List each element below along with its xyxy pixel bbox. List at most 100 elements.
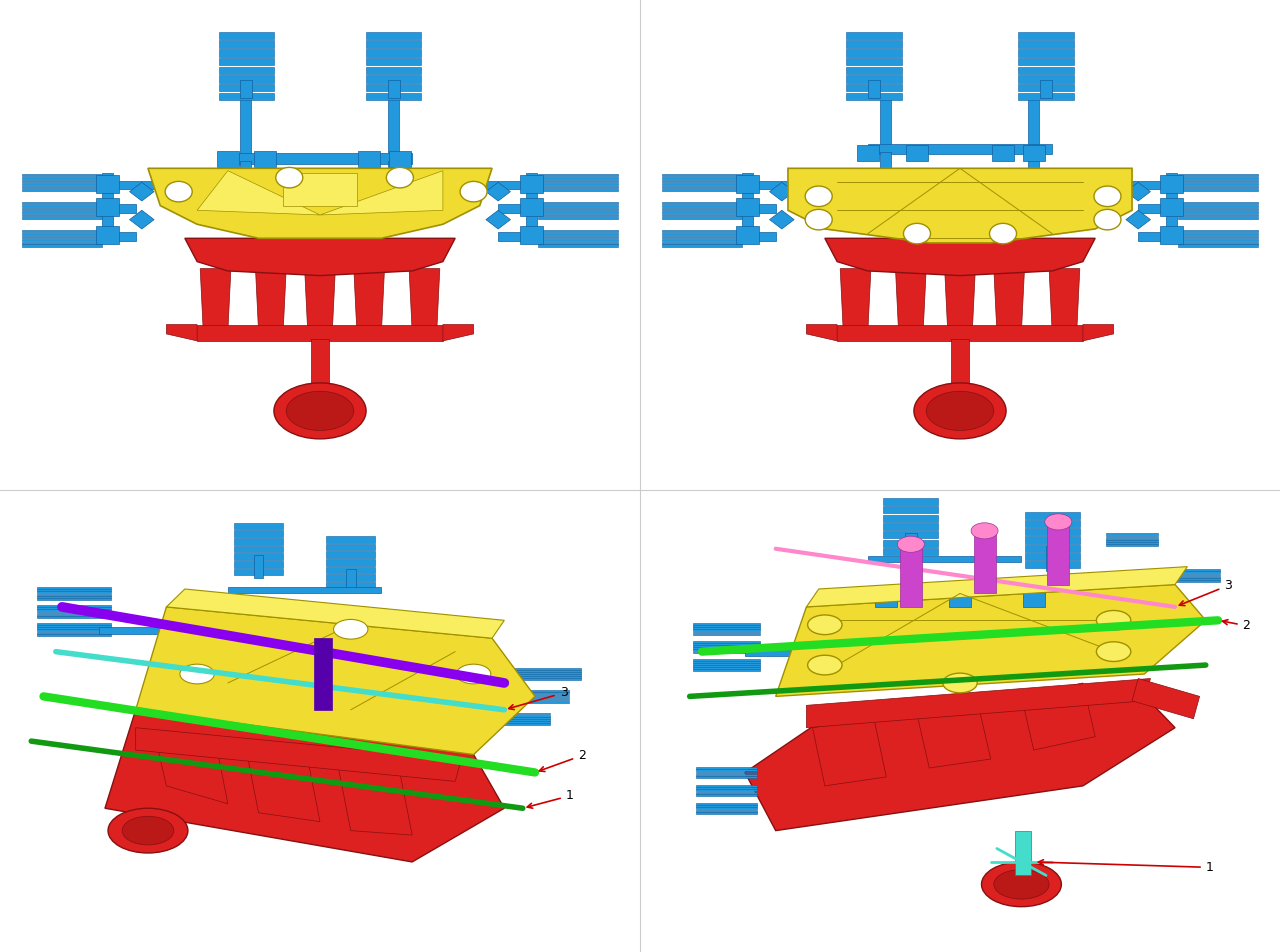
Bar: [1178, 229, 1258, 232]
Bar: [538, 180, 618, 182]
Bar: [253, 150, 275, 168]
Bar: [96, 198, 119, 216]
Text: 2: 2: [1222, 619, 1251, 632]
Ellipse shape: [165, 182, 192, 202]
Bar: [1046, 546, 1059, 571]
Bar: [502, 699, 568, 701]
Bar: [234, 568, 283, 575]
Bar: [219, 92, 274, 100]
Bar: [1178, 205, 1258, 208]
Polygon shape: [806, 679, 1151, 727]
Bar: [883, 540, 938, 546]
Bar: [366, 50, 421, 56]
Bar: [1019, 40, 1074, 48]
Bar: [1178, 216, 1258, 219]
Bar: [216, 150, 239, 168]
Bar: [96, 175, 119, 192]
Bar: [502, 695, 568, 696]
Polygon shape: [916, 705, 991, 768]
Ellipse shape: [274, 383, 366, 439]
Polygon shape: [105, 710, 504, 862]
Text: 1: 1: [1038, 860, 1213, 874]
Bar: [326, 566, 375, 573]
Bar: [868, 80, 881, 98]
Bar: [662, 202, 742, 205]
Bar: [905, 533, 916, 558]
Bar: [1024, 528, 1080, 535]
Bar: [742, 173, 753, 243]
Bar: [1024, 520, 1080, 526]
Polygon shape: [788, 169, 1132, 243]
Bar: [538, 188, 618, 191]
Ellipse shape: [387, 168, 413, 188]
Bar: [868, 144, 1052, 154]
Bar: [538, 183, 618, 185]
Bar: [234, 530, 283, 537]
Bar: [1106, 538, 1158, 540]
Ellipse shape: [1094, 209, 1121, 229]
Bar: [366, 58, 421, 66]
Polygon shape: [840, 268, 870, 331]
Bar: [520, 227, 543, 244]
Bar: [234, 538, 283, 545]
Polygon shape: [256, 268, 287, 331]
Bar: [358, 150, 380, 168]
Bar: [742, 181, 797, 189]
Polygon shape: [200, 268, 230, 331]
Polygon shape: [776, 585, 1206, 697]
Bar: [662, 174, 742, 176]
Bar: [696, 776, 758, 778]
Bar: [1024, 562, 1080, 568]
Ellipse shape: [460, 182, 488, 202]
Bar: [692, 625, 760, 627]
Bar: [1106, 545, 1158, 546]
Bar: [906, 145, 928, 161]
Bar: [538, 239, 618, 241]
Bar: [1028, 152, 1038, 183]
Bar: [692, 669, 760, 671]
Bar: [868, 556, 1021, 562]
Bar: [366, 31, 421, 39]
Bar: [1019, 92, 1074, 100]
Bar: [22, 229, 102, 232]
Polygon shape: [486, 210, 511, 228]
Bar: [234, 545, 283, 552]
Bar: [102, 232, 136, 241]
Ellipse shape: [808, 615, 842, 635]
Bar: [102, 205, 136, 212]
Bar: [951, 339, 969, 383]
Bar: [538, 245, 618, 247]
Bar: [22, 239, 102, 241]
Bar: [692, 651, 760, 653]
Polygon shape: [486, 183, 511, 201]
Bar: [483, 721, 550, 723]
Bar: [696, 805, 758, 807]
Bar: [1138, 232, 1172, 241]
Polygon shape: [1132, 679, 1199, 719]
Bar: [502, 701, 568, 703]
Bar: [662, 245, 742, 247]
Ellipse shape: [1094, 186, 1121, 207]
Bar: [692, 624, 760, 625]
Bar: [1106, 536, 1158, 538]
Bar: [881, 152, 891, 183]
Bar: [846, 75, 901, 83]
Bar: [692, 631, 760, 633]
Bar: [662, 205, 742, 208]
Bar: [538, 174, 618, 176]
Bar: [1015, 830, 1030, 876]
Polygon shape: [410, 268, 440, 331]
Bar: [22, 210, 102, 213]
Bar: [992, 145, 1014, 161]
Bar: [502, 692, 568, 694]
Bar: [1178, 213, 1258, 216]
Bar: [883, 523, 938, 530]
Text: 3: 3: [1179, 579, 1233, 605]
Bar: [37, 589, 111, 591]
Ellipse shape: [805, 186, 832, 207]
Bar: [1167, 578, 1220, 580]
Bar: [1178, 245, 1258, 247]
Bar: [456, 704, 517, 710]
Ellipse shape: [1097, 642, 1130, 662]
Ellipse shape: [982, 862, 1061, 906]
